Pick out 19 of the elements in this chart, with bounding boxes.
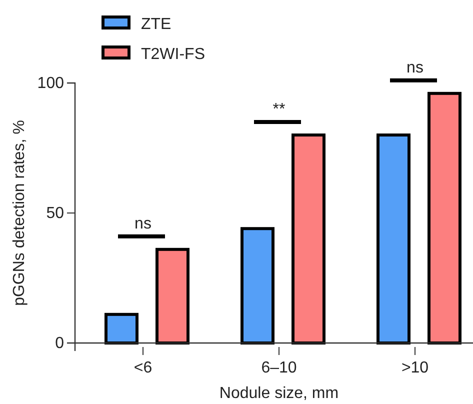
bar xyxy=(104,312,138,344)
x-tick-label: 6–10 xyxy=(261,359,297,376)
y-tick-label: 50 xyxy=(46,205,64,222)
x-axis-title: Nodule size, mm xyxy=(219,385,339,402)
annotation: ns xyxy=(134,215,152,232)
annotation: ** xyxy=(272,101,286,118)
legend-label: ZTE xyxy=(141,16,172,33)
bar xyxy=(376,134,410,344)
bar xyxy=(292,134,326,344)
y-tick-label: 100 xyxy=(37,75,64,92)
bar xyxy=(240,227,274,344)
bar xyxy=(156,248,190,344)
x-tick-label: <6 xyxy=(134,359,152,376)
y-tick-label: 0 xyxy=(55,335,64,352)
y-axis-title: pGGNs detection rates, % xyxy=(11,120,28,306)
x-tick-label: >10 xyxy=(401,359,429,376)
bar xyxy=(428,92,462,344)
text: ns xyxy=(406,59,424,76)
legend-label: T2WI-FS xyxy=(141,46,205,63)
